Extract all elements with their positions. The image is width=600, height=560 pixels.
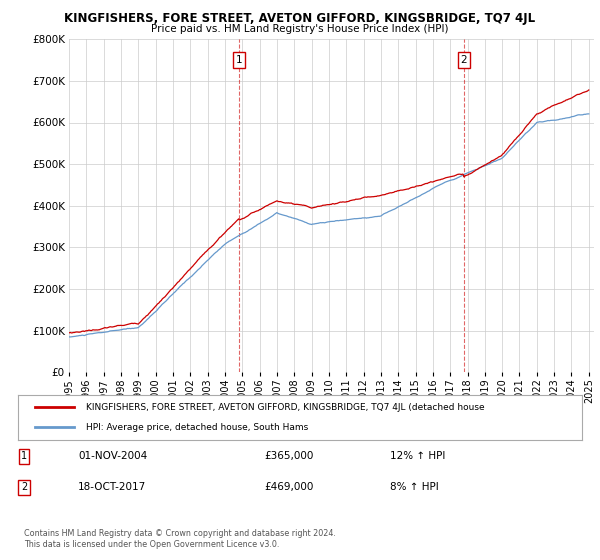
Text: KINGFISHERS, FORE STREET, AVETON GIFFORD, KINGSBRIDGE, TQ7 4JL: KINGFISHERS, FORE STREET, AVETON GIFFORD… bbox=[64, 12, 536, 25]
Text: HPI: Average price, detached house, South Hams: HPI: Average price, detached house, Sout… bbox=[86, 423, 308, 432]
Text: 2: 2 bbox=[21, 482, 27, 492]
Text: £469,000: £469,000 bbox=[264, 482, 313, 492]
Text: Contains HM Land Registry data © Crown copyright and database right 2024.: Contains HM Land Registry data © Crown c… bbox=[24, 529, 336, 538]
Text: 01-NOV-2004: 01-NOV-2004 bbox=[78, 451, 147, 461]
Text: KINGFISHERS, FORE STREET, AVETON GIFFORD, KINGSBRIDGE, TQ7 4JL (detached house: KINGFISHERS, FORE STREET, AVETON GIFFORD… bbox=[86, 403, 484, 412]
Text: 8% ↑ HPI: 8% ↑ HPI bbox=[390, 482, 439, 492]
Text: 12% ↑ HPI: 12% ↑ HPI bbox=[390, 451, 445, 461]
Text: 18-OCT-2017: 18-OCT-2017 bbox=[78, 482, 146, 492]
Text: Price paid vs. HM Land Registry's House Price Index (HPI): Price paid vs. HM Land Registry's House … bbox=[151, 24, 449, 34]
Text: 2: 2 bbox=[461, 55, 467, 65]
Text: 1: 1 bbox=[236, 55, 242, 65]
Text: £365,000: £365,000 bbox=[264, 451, 313, 461]
Text: 1: 1 bbox=[21, 451, 27, 461]
Text: This data is licensed under the Open Government Licence v3.0.: This data is licensed under the Open Gov… bbox=[24, 540, 280, 549]
